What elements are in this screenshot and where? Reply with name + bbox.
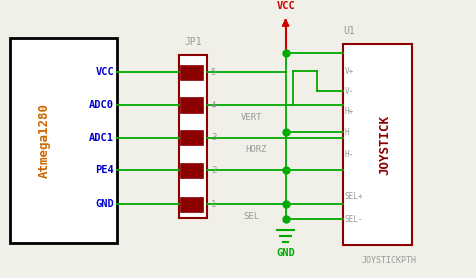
Bar	[180, 197, 203, 212]
Text: JOYSTICK: JOYSTICK	[378, 115, 391, 175]
Bar	[180, 98, 203, 113]
Text: GND: GND	[96, 200, 114, 210]
Text: 5: 5	[211, 68, 216, 77]
Text: H-: H-	[345, 150, 354, 159]
Text: 3: 3	[211, 133, 216, 142]
Text: 4: 4	[211, 101, 216, 110]
Text: 2: 2	[211, 166, 216, 175]
Text: JOYSTICKPTH: JOYSTICKPTH	[362, 256, 416, 265]
Bar	[180, 130, 203, 145]
Text: 1: 1	[211, 200, 216, 209]
Text: U1: U1	[344, 26, 356, 36]
Text: H+: H+	[345, 107, 354, 116]
Text: HORZ: HORZ	[245, 145, 267, 154]
Bar	[343, 44, 412, 245]
Text: VCC: VCC	[276, 1, 295, 11]
Bar	[10, 38, 117, 243]
Text: VERT: VERT	[240, 113, 262, 122]
Text: SEL-: SEL-	[345, 215, 363, 224]
Bar	[178, 55, 207, 218]
Text: H: H	[345, 128, 349, 137]
Text: V+: V+	[345, 66, 354, 76]
Text: SEL: SEL	[243, 212, 259, 221]
Text: ADC1: ADC1	[89, 133, 114, 143]
Text: PE4: PE4	[96, 165, 114, 175]
Bar	[180, 65, 203, 80]
Text: ADC0: ADC0	[89, 100, 114, 110]
Text: GND: GND	[276, 248, 295, 258]
Text: VCC: VCC	[96, 68, 114, 78]
Bar	[180, 163, 203, 178]
Text: Atmega1280: Atmega1280	[38, 103, 50, 178]
Text: V-: V-	[345, 87, 354, 96]
Text: SEL+: SEL+	[345, 192, 363, 201]
Text: JP1: JP1	[184, 37, 202, 46]
